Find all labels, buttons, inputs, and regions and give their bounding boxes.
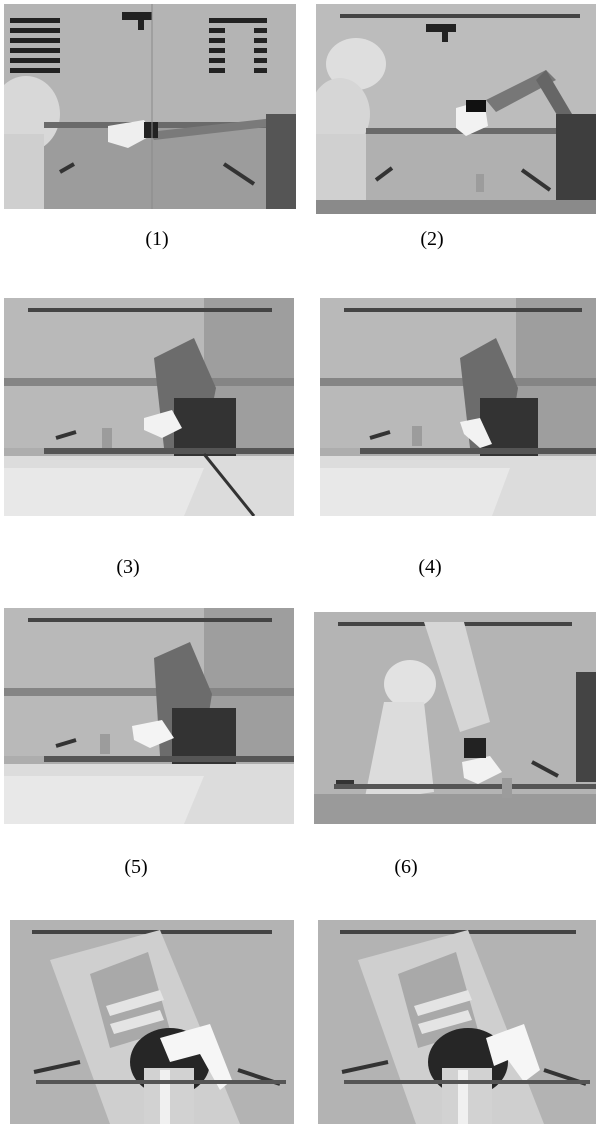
photo-frame-6 <box>314 612 596 824</box>
caption-3: (3) <box>116 556 140 578</box>
caption-4: (4) <box>418 556 442 578</box>
photo-frame-1 <box>4 4 296 209</box>
photo-frame-5 <box>4 608 294 824</box>
gripper-closeup-8 <box>318 920 596 1124</box>
photo-frame-8 <box>318 920 596 1124</box>
gripper-closeup-7 <box>10 920 294 1124</box>
robot-scene-1 <box>4 4 296 209</box>
robot-scene-5 <box>4 608 294 824</box>
robot-scene-6 <box>314 612 596 824</box>
caption-1: (1) <box>145 228 169 250</box>
photo-frame-3 <box>4 298 294 516</box>
caption-6: (6) <box>394 856 418 878</box>
photo-frame-7 <box>10 920 294 1124</box>
robot-scene-3 <box>4 298 294 516</box>
caption-2: (2) <box>420 228 444 250</box>
photo-frame-4 <box>320 298 596 516</box>
robot-scene-2 <box>316 4 596 214</box>
caption-5: (5) <box>124 856 148 878</box>
photo-frame-2 <box>316 4 596 214</box>
robot-scene-4 <box>320 298 596 516</box>
